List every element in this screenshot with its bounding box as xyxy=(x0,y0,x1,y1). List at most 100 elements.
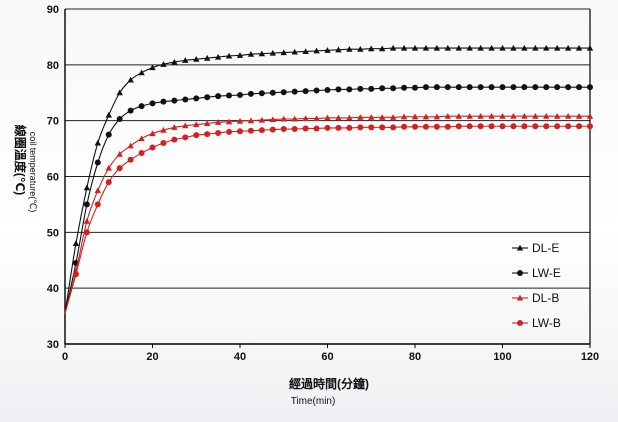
point-dl-e xyxy=(433,44,441,51)
tick-labels: 30 40 50 60 70 80 90 0 20 40 60 80 100 120 xyxy=(47,4,599,363)
point-lw-e xyxy=(258,90,265,97)
point-dl-e xyxy=(521,44,528,51)
point-lw-b xyxy=(226,128,233,135)
point-dl-e xyxy=(378,45,386,52)
point-lw-e xyxy=(193,95,200,102)
point-lw-b xyxy=(105,179,112,186)
legend-item-dl-e: DL-E xyxy=(512,241,559,255)
point-dl-b xyxy=(160,126,167,133)
point-lw-b xyxy=(215,129,222,136)
point-dl-e xyxy=(444,44,452,51)
series-dl-e xyxy=(64,44,594,314)
point-lw-b xyxy=(543,123,550,130)
point-lw-e xyxy=(412,84,418,91)
point-dl-b xyxy=(444,113,452,119)
point-lw-e xyxy=(247,90,254,97)
point-dl-e xyxy=(171,58,178,65)
point-lw-b xyxy=(269,126,276,133)
point-dl-b xyxy=(346,114,353,121)
point-dl-b xyxy=(553,113,561,119)
point-dl-e xyxy=(72,240,80,247)
point-dl-b xyxy=(193,121,200,128)
point-lw-b xyxy=(401,123,408,130)
point-dl-e xyxy=(105,111,112,118)
point-dl-b xyxy=(269,116,277,123)
point-dl-e xyxy=(389,44,397,51)
point-lw-b xyxy=(532,123,539,130)
point-dl-b xyxy=(236,118,244,124)
point-lw-b xyxy=(83,229,90,236)
legend-item-dl-b: DL-B xyxy=(512,291,559,305)
point-lw-b xyxy=(565,123,572,130)
point-lw-e xyxy=(94,159,101,166)
legend-marker-dl-e xyxy=(516,244,524,251)
point-lw-b xyxy=(258,127,265,134)
point-dl-b xyxy=(214,119,222,125)
point-lw-b xyxy=(379,124,386,131)
point-lw-e xyxy=(499,84,506,91)
point-dl-e xyxy=(575,44,583,51)
point-lw-b xyxy=(182,134,189,141)
y-axis-subtitle: coil temperature(℃) xyxy=(28,132,38,213)
point-lw-e xyxy=(368,85,375,92)
series-lw-b xyxy=(64,123,593,314)
point-dl-e xyxy=(193,56,200,62)
point-dl-b xyxy=(510,113,517,119)
point-lw-e xyxy=(554,84,561,91)
point-lw-b xyxy=(302,125,309,132)
point-lw-b xyxy=(466,123,473,130)
point-dl-e xyxy=(280,49,287,56)
y-tick-label: 30 xyxy=(47,339,59,351)
point-lw-e xyxy=(215,93,222,100)
point-dl-e xyxy=(411,44,419,51)
point-dl-b xyxy=(105,164,112,171)
point-lw-b xyxy=(510,123,517,130)
point-dl-b xyxy=(83,217,91,224)
point-dl-b xyxy=(203,120,211,127)
legend-marker-dl-b xyxy=(516,294,524,301)
point-lw-b xyxy=(193,132,200,139)
point-dl-e xyxy=(258,50,266,57)
x-tick-label: 120 xyxy=(581,351,599,363)
point-dl-e xyxy=(324,47,331,53)
point-dl-b xyxy=(586,113,594,119)
point-dl-e xyxy=(313,47,320,54)
legend-item-lw-e: LW-E xyxy=(512,266,561,280)
grid-lines xyxy=(65,8,590,345)
point-dl-b xyxy=(324,114,331,121)
point-dl-e xyxy=(368,45,375,52)
point-lw-e xyxy=(466,84,473,91)
point-lw-b xyxy=(488,123,495,130)
point-dl-e xyxy=(149,64,156,71)
point-dl-b xyxy=(302,115,309,121)
point-dl-b xyxy=(378,114,386,120)
point-lw-e xyxy=(576,84,583,91)
point-dl-b xyxy=(116,150,123,157)
point-dl-e xyxy=(269,49,277,56)
point-lw-b xyxy=(204,131,211,138)
point-lw-b xyxy=(422,123,429,130)
point-lw-e xyxy=(324,86,331,93)
point-dl-b xyxy=(466,113,473,119)
point-lw-b xyxy=(433,123,440,130)
point-dl-e xyxy=(335,46,342,53)
point-dl-e xyxy=(357,46,364,52)
point-lw-b xyxy=(247,127,254,134)
legend-marker-lw-e xyxy=(517,270,523,276)
point-lw-b xyxy=(357,124,364,131)
point-dl-e xyxy=(499,44,506,51)
point-dl-b xyxy=(149,130,156,137)
point-dl-e xyxy=(532,44,539,51)
point-dl-b xyxy=(171,124,178,130)
point-dl-e xyxy=(455,44,462,51)
point-lw-b xyxy=(412,123,418,130)
point-lw-e xyxy=(116,115,123,122)
point-lw-e xyxy=(83,201,90,208)
y-tick-label: 80 xyxy=(47,60,59,72)
x-tick-label: 60 xyxy=(321,351,333,363)
point-dl-e xyxy=(225,52,233,59)
point-lw-e xyxy=(313,87,320,94)
point-dl-b xyxy=(521,113,528,119)
x-tick-label: 20 xyxy=(146,351,158,363)
point-lw-b xyxy=(116,165,123,172)
